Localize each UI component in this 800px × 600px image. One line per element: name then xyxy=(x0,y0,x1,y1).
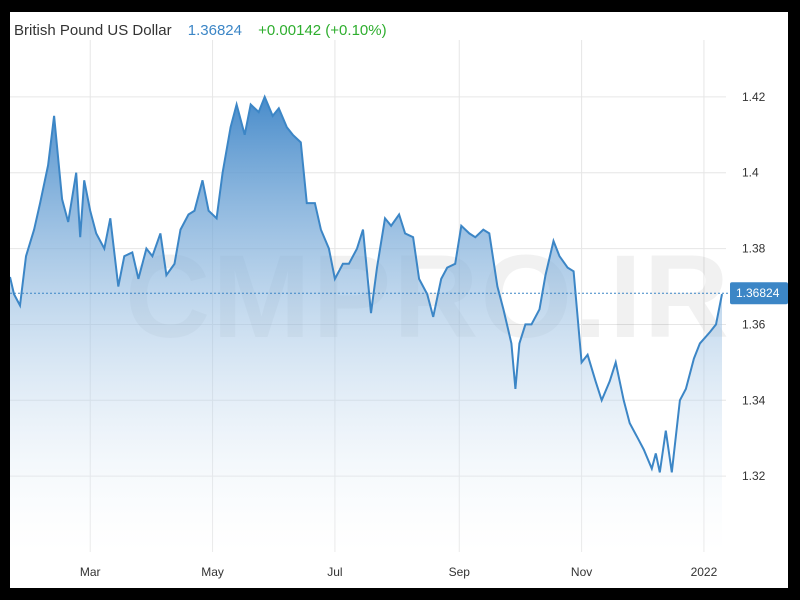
x-tick-label: 2022 xyxy=(691,565,718,579)
last-price-marker: 1.36824 xyxy=(730,282,788,305)
last-price-label: 1.36824 xyxy=(736,286,780,300)
price-chart[interactable]: CMPRO.IR 1.421.41.381.361.341.32 Mar May J… xyxy=(10,12,788,588)
price-line xyxy=(10,94,723,473)
x-tick-label: Sep xyxy=(449,565,471,579)
last-price-box xyxy=(730,282,788,305)
y-tick-label: 1.4 xyxy=(742,166,759,180)
x-tick-label: Mar xyxy=(80,565,101,579)
x-axis: Mar May Jul Sep Nov 2022 xyxy=(80,565,718,579)
chart-panel: British Pound US Dollar 1.36824 +0.00142… xyxy=(10,12,788,588)
price-change: +0.00142 (+0.10%) xyxy=(258,22,387,39)
current-price: 1.36824 xyxy=(187,22,242,39)
price-area xyxy=(10,96,722,553)
y-tick-label: 1.38 xyxy=(742,242,766,256)
y-tick-label: 1.36 xyxy=(742,317,766,331)
y-axis: 1.42 1.4 1.38 1.36 1.34 1.32 xyxy=(742,90,766,483)
x-tick-label: May xyxy=(201,565,224,579)
y-tick-label: 1.32 xyxy=(742,469,766,483)
y-tick-label: 1.42 xyxy=(742,90,766,104)
instrument-name: British Pound US Dollar xyxy=(14,22,172,39)
x-tick-label: Jul xyxy=(327,565,342,579)
chart-header: British Pound US Dollar 1.36824 +0.00142… xyxy=(14,22,399,44)
x-tick-label: Nov xyxy=(571,565,592,579)
y-tick-label: 1.34 xyxy=(742,393,766,407)
